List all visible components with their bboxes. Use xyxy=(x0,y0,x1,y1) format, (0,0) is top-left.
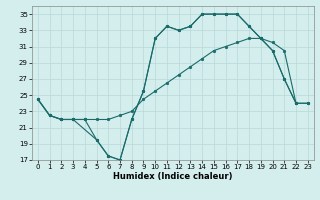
X-axis label: Humidex (Indice chaleur): Humidex (Indice chaleur) xyxy=(113,172,233,181)
